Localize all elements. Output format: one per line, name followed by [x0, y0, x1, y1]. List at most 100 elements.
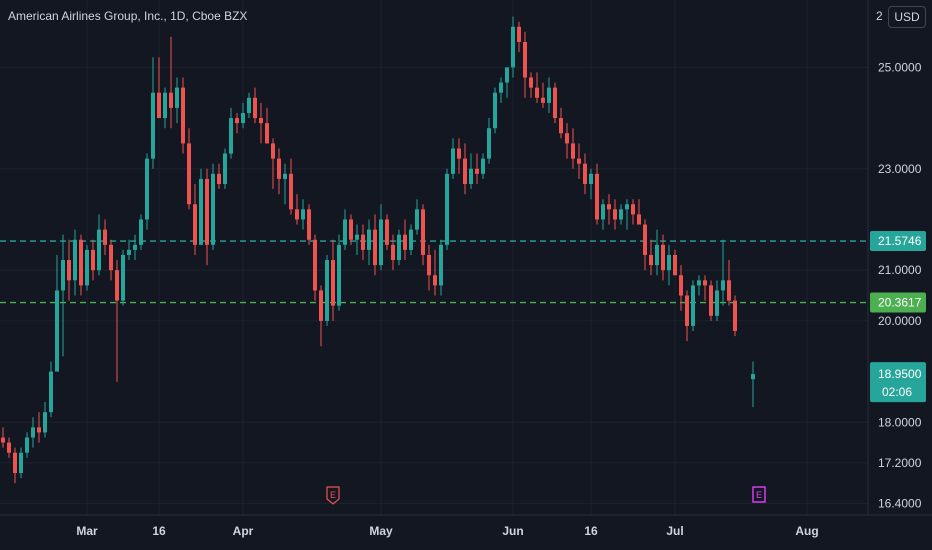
time-axis[interactable]: Mar 16 Apr May Jun 16 Jul Aug	[76, 524, 818, 538]
candles	[1, 16, 755, 484]
time-tick-label: 16	[584, 524, 598, 538]
earnings-label: E	[756, 490, 762, 500]
candle-body	[205, 178, 209, 245]
symbol-title: American Airlines Group, Inc., 1D, Cboe …	[8, 9, 248, 23]
currency-button[interactable]: USD	[888, 6, 926, 28]
candle-body	[337, 244, 341, 306]
candle-body	[139, 219, 143, 245]
candle-body	[619, 209, 623, 220]
candle-body	[7, 442, 11, 453]
candle-body	[13, 452, 17, 473]
candle-body	[415, 209, 419, 230]
candle-body	[151, 92, 155, 159]
last-price-label: 18.9500	[878, 367, 922, 381]
candle-body	[103, 229, 107, 245]
candle-body	[493, 92, 497, 129]
earnings-shape	[326, 486, 340, 505]
price-axis[interactable]: 25.0000 23.0000 21.0000 20.0000 18.0000 17.20…	[878, 60, 922, 510]
candle-body	[511, 26, 515, 68]
candle-body	[559, 118, 563, 134]
candle-body	[649, 254, 653, 266]
candle-body	[235, 118, 239, 124]
price-tick-label: 25.0000	[878, 60, 922, 74]
candle-body	[475, 168, 479, 174]
time-tick-label: Mar	[76, 524, 98, 538]
candle-body	[433, 275, 437, 286]
candle-body	[625, 204, 629, 210]
candle-body	[181, 87, 185, 144]
candle-body	[121, 254, 125, 301]
price-tick-label: 21.0000	[878, 263, 922, 277]
candle-body	[271, 143, 275, 159]
earnings-label: E	[330, 490, 336, 500]
price-line-label: 20.3617	[878, 296, 922, 310]
candle-body	[427, 254, 431, 276]
price-labels: 21.5746 20.3617 18.9500 02:06	[870, 231, 926, 403]
time-tick-label: May	[369, 524, 393, 538]
candle-body	[523, 42, 527, 78]
candle-body	[301, 209, 305, 220]
candle-body	[283, 173, 287, 179]
candle-body	[133, 244, 137, 250]
candle-body	[601, 204, 605, 220]
candle-body	[691, 285, 695, 326]
candle-body	[697, 280, 701, 286]
candle-body	[91, 249, 95, 271]
candle-body	[643, 224, 647, 255]
candle-body	[715, 290, 719, 316]
candle-body	[373, 229, 377, 266]
candle-body	[229, 118, 233, 154]
candle-body	[1, 437, 5, 443]
candle-body	[43, 412, 47, 433]
candle-body	[253, 97, 257, 119]
time-tick-label: 16	[152, 524, 166, 538]
candle-body	[361, 234, 365, 250]
last-price-label-bg	[870, 362, 926, 403]
price-line-label-bg	[870, 231, 926, 252]
candle-body	[397, 234, 401, 261]
candle-body	[541, 97, 545, 103]
candle-body	[547, 87, 551, 103]
candle-body	[349, 219, 353, 240]
price-tick-label: 20.0000	[878, 314, 922, 328]
earnings-marker: E	[326, 486, 340, 505]
candle-body	[583, 163, 587, 184]
candle-body	[187, 143, 191, 205]
candle-body	[457, 148, 461, 159]
candle-body	[19, 452, 23, 473]
candle-body	[61, 260, 65, 291]
candle-body	[211, 173, 215, 245]
candle-body	[355, 234, 359, 240]
candle-body	[265, 123, 269, 144]
candle-body	[409, 229, 413, 250]
candle-body	[289, 173, 293, 210]
candle-body	[115, 270, 119, 301]
candle-body	[109, 244, 113, 271]
candle-body	[727, 280, 731, 301]
candle-body	[487, 128, 491, 159]
candle-body	[613, 209, 617, 220]
time-tick-label: Jun	[502, 524, 523, 538]
candle-body	[607, 204, 611, 210]
candle-body	[469, 168, 473, 184]
candle-body	[25, 437, 29, 453]
candle-body	[529, 77, 533, 88]
bar-countdown: 02:06	[882, 385, 912, 399]
candle-body	[565, 133, 569, 144]
candle-body	[73, 239, 77, 281]
candle-body	[667, 254, 671, 271]
earnings-shape	[752, 486, 766, 503]
candle-body	[733, 300, 737, 332]
time-tick-label: Aug	[795, 524, 818, 538]
candle-body	[481, 158, 485, 174]
candle-body	[331, 260, 335, 306]
candle-body	[157, 92, 161, 119]
candle-body	[655, 244, 659, 266]
candle-body	[127, 249, 131, 255]
candle-body	[85, 249, 89, 286]
price-tick-label: 18.0000	[878, 415, 922, 429]
price-line-label-bg	[870, 292, 926, 313]
earnings-marker: E	[752, 486, 766, 503]
